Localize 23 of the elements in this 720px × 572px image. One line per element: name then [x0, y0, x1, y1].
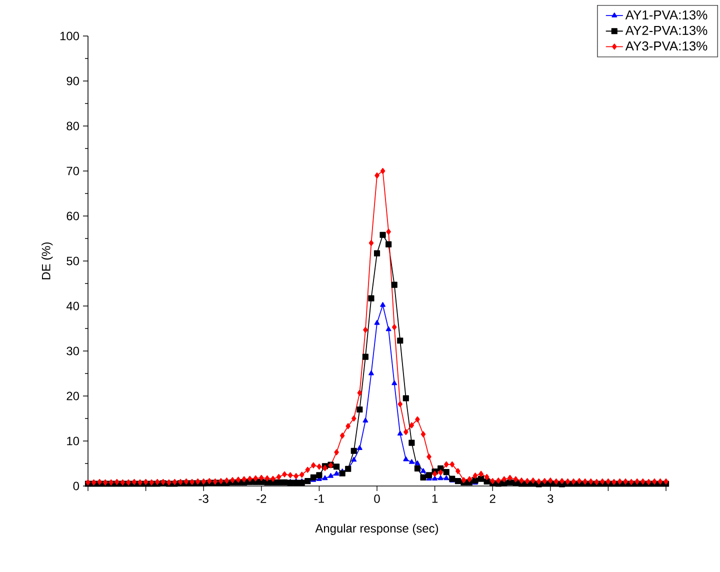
legend-label: AY3-PVA:13%	[625, 41, 708, 51]
x-tick-label: -2	[256, 494, 266, 503]
y-tick-label: 30	[66, 346, 80, 356]
y-tick-label: 60	[66, 212, 80, 220]
y-tick-label: 50	[66, 256, 80, 266]
x-tick-label: 1	[432, 494, 438, 503]
y-tick-label: 80	[66, 122, 80, 130]
y-axis-title: DE (%)	[42, 242, 53, 280]
x-tick-label: -1	[314, 494, 324, 503]
y-tick-label: 20	[66, 392, 80, 400]
x-tick-label: -3	[198, 494, 208, 503]
y-tick-label: 70	[66, 166, 80, 176]
x-tick-label: 0	[374, 494, 380, 503]
legend-label: AY1-PVA:13%	[625, 10, 708, 20]
y-tick-label: 40	[66, 302, 80, 310]
legend-label: AY2-PVA:13%	[625, 26, 708, 36]
x-tick-label: 3	[548, 494, 554, 503]
y-tick-label: 100	[60, 32, 80, 40]
y-tick-label: 90	[66, 76, 80, 86]
x-tick-label: 2	[490, 494, 496, 503]
y-tick-label: 0	[73, 482, 80, 490]
x-axis-title: Angular response (sec)	[315, 524, 438, 535]
y-tick-label: 10	[67, 436, 80, 446]
